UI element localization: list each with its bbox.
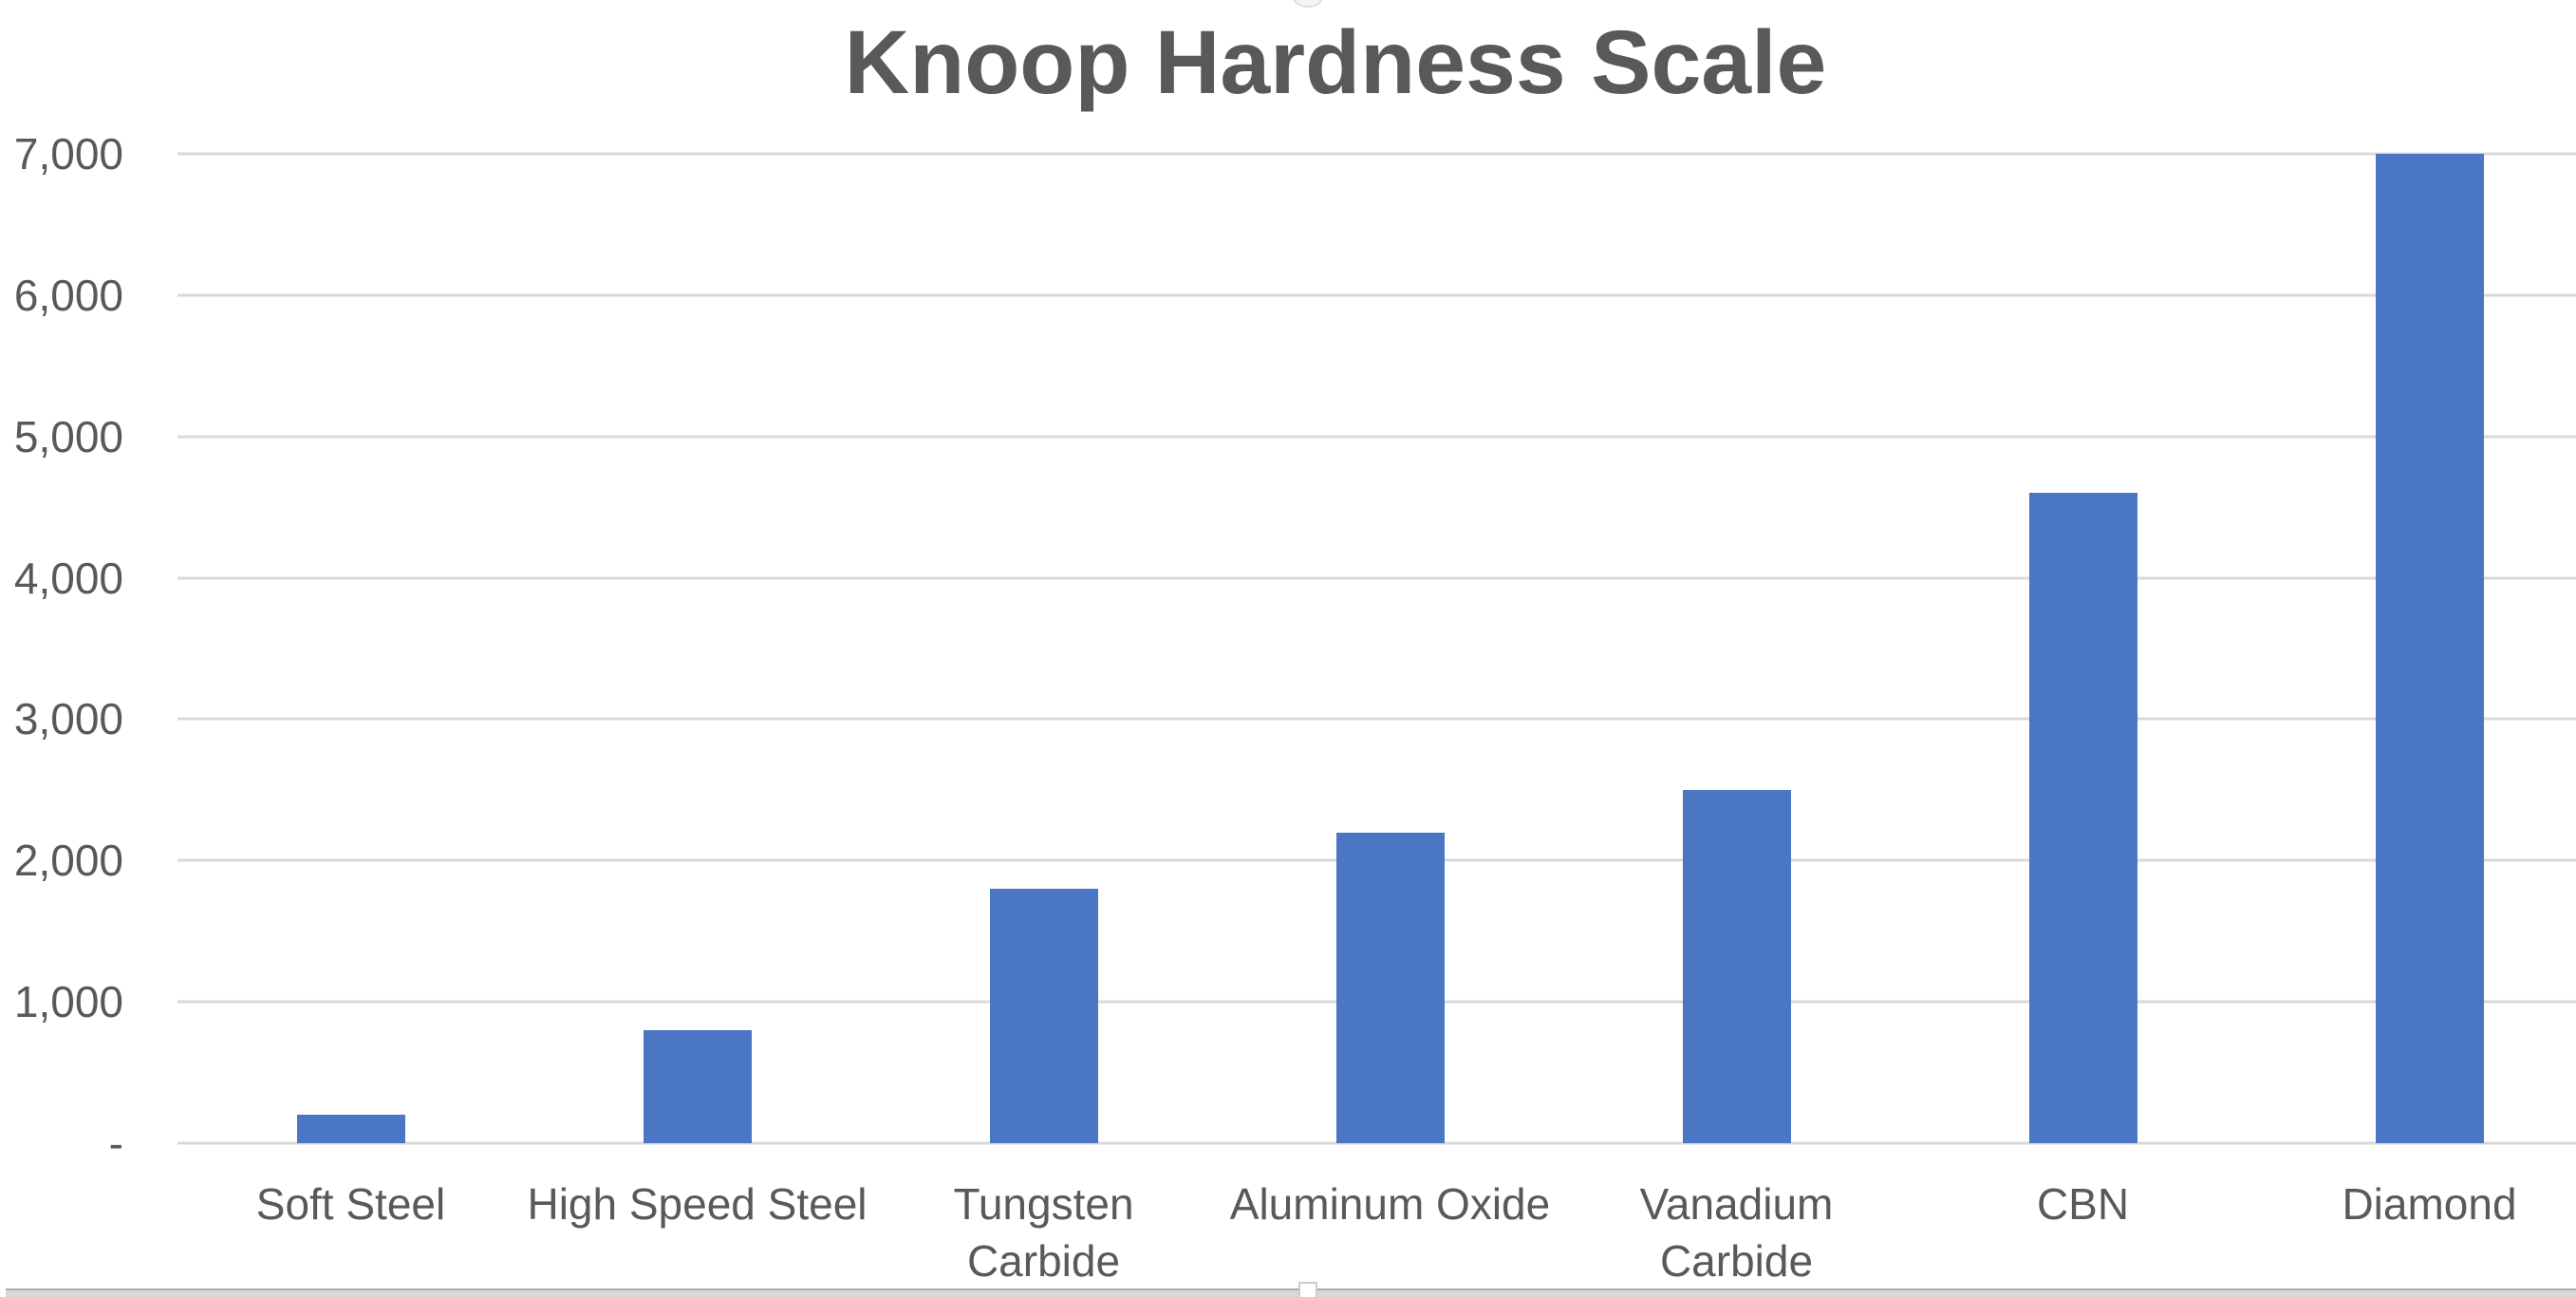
bar-slot-vanadium-carbide: [1563, 154, 1910, 1143]
gridline: [177, 1141, 2576, 1145]
chart-title: Knoop Hardness Scale: [844, 12, 1827, 113]
bar-aluminum-oxide[interactable]: [1335, 832, 1445, 1143]
x-category-label-tungsten-carbide: Tungsten Carbide: [953, 1179, 1134, 1286]
x-category-label-diamond: Diamond: [2342, 1179, 2517, 1229]
y-tick-label: 3,000: [13, 694, 123, 744]
selection-handle-top[interactable]: [1294, 0, 1322, 8]
bar-slot-tungsten-carbide: [870, 154, 1217, 1143]
y-tick-label: 2,000: [13, 836, 123, 886]
bar-slot-soft-steel: [177, 154, 524, 1143]
x-axis-labels: Soft Steel High Speed Steel Tungsten Carbid…: [177, 1175, 2576, 1297]
x-category-label-high-speed-steel: High Speed Steel: [527, 1179, 868, 1229]
y-tick-label: 4,000: [13, 553, 123, 603]
gridline: [177, 435, 2576, 439]
bar-slot-diamond: [2256, 154, 2576, 1143]
plot-area: [177, 152, 2576, 1145]
y-tick-label: 7,000: [13, 129, 123, 179]
y-tick-label: 1,000: [13, 977, 123, 1027]
gridline: [177, 293, 2576, 297]
x-category-label-cbn: CBN: [2036, 1179, 2130, 1229]
gridline: [177, 576, 2576, 580]
x-category-label-aluminum-oxide: Aluminum Oxide: [1229, 1179, 1551, 1229]
gridline: [177, 717, 2576, 721]
bar-tungsten-carbide[interactable]: [989, 889, 1098, 1143]
bar-diamond[interactable]: [2375, 154, 2484, 1143]
bar-slot-aluminum-oxide: [1217, 154, 1563, 1143]
y-tick-label: 5,000: [13, 411, 123, 461]
bar-slot-cbn: [1910, 154, 2256, 1143]
y-axis: 7,000 6,000 5,000 4,000 3,000 2,000 1,000 -: [0, 129, 123, 1168]
y-tick-label: -: [108, 1118, 123, 1168]
bar-slot-high-speed-steel: [524, 154, 870, 1143]
selection-handle-bottom[interactable]: [1298, 1282, 1317, 1297]
y-tick-label: 6,000: [13, 270, 123, 320]
bottom-edge-strip: [6, 1288, 2576, 1297]
x-category-label-soft-steel: Soft Steel: [255, 1179, 446, 1229]
bar-cbn[interactable]: [2028, 493, 2137, 1143]
gridline: [177, 152, 2576, 156]
bar-vanadium-carbide[interactable]: [1682, 789, 1791, 1143]
bar-soft-steel[interactable]: [296, 1115, 405, 1143]
x-category-label-vanadium-carbide: Vanadium Carbide: [1639, 1179, 1834, 1286]
bar-high-speed-steel[interactable]: [643, 1029, 752, 1143]
